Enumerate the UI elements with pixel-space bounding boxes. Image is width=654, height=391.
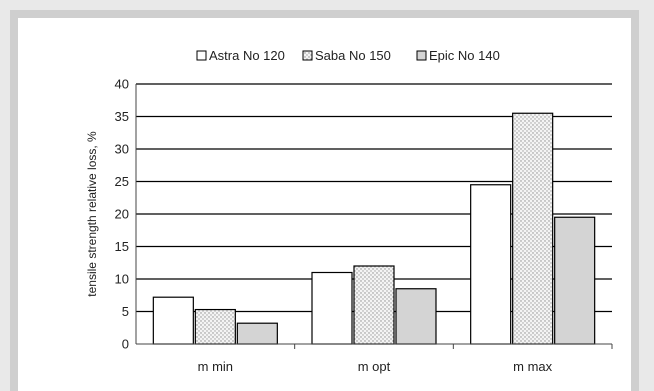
- y-tick-5: 5: [122, 304, 129, 319]
- bar-2-2: [353, 265, 395, 345]
- legend-swatch-3: [416, 50, 427, 61]
- bar-1-1: [152, 296, 194, 345]
- bar-2-1: [194, 308, 236, 345]
- bar-1-3: [470, 184, 512, 345]
- y-tick-25: 25: [115, 174, 129, 189]
- y-tick-20: 20: [115, 207, 129, 222]
- x-tick-2: m opt: [358, 359, 391, 374]
- legend-swatch-2: [302, 50, 313, 61]
- x-tick-3: m max: [513, 359, 553, 374]
- legend-label-2: Saba No 150: [315, 48, 391, 63]
- bar-3-1: [236, 322, 278, 345]
- bar-3-3: [554, 216, 596, 345]
- bars: [152, 112, 596, 345]
- axes: [135, 84, 613, 349]
- legend-label-1: Astra No 120: [209, 48, 285, 63]
- legend-label-3: Epic No 140: [429, 48, 500, 63]
- x-tick-labels: m min m opt m max: [198, 359, 553, 374]
- x-tick-1: m min: [198, 359, 233, 374]
- bar-1-2: [311, 271, 353, 345]
- y-tick-15: 15: [115, 239, 129, 254]
- y-tick-40: 40: [115, 77, 129, 92]
- y-tick-0: 0: [122, 337, 129, 352]
- bar-3-2: [395, 288, 437, 345]
- bar-2-3: [512, 112, 554, 345]
- y-tick-labels: 0 5 10 15 20 25 30 35 40: [115, 77, 129, 352]
- y-axis-title: tensile strength relative loss, %: [85, 131, 99, 297]
- y-tick-30: 30: [115, 142, 129, 157]
- legend: Astra No 120 Saba No 150 Epic No 140: [196, 48, 500, 63]
- y-tick-35: 35: [115, 109, 129, 124]
- y-tick-10: 10: [115, 272, 129, 287]
- legend-swatch-1: [196, 50, 207, 61]
